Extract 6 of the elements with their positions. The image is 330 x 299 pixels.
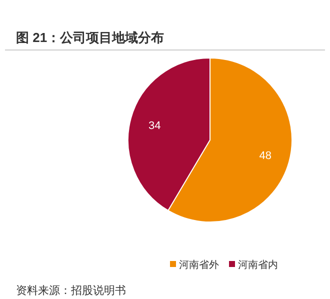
data-label: 34 [148,120,161,132]
legend-label: 河南省内 [238,259,278,271]
chart-title: 图 21：公司项目地域分布 [16,30,164,45]
text: 资料来源：招股说明书 [16,284,126,297]
data-label: 48 [259,150,272,162]
legend-label: 河南省外 [179,259,219,271]
